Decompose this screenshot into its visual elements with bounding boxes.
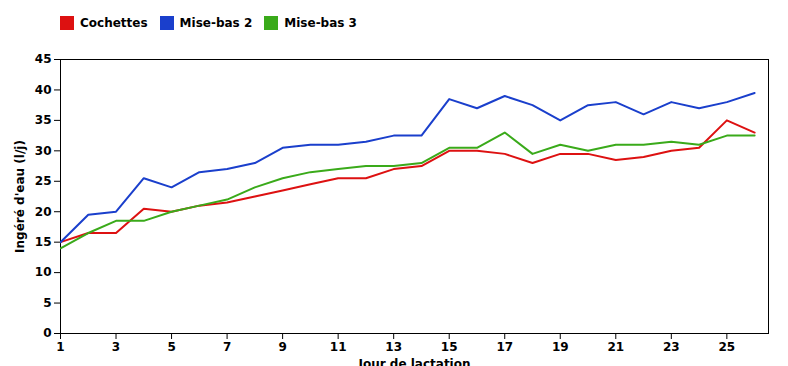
svg-text:21: 21 [607, 340, 624, 354]
svg-text:5: 5 [43, 296, 51, 310]
svg-text:30: 30 [35, 144, 52, 158]
html-text:Mise-bas 2: Mise-bas 2 [179, 15, 253, 30]
svg-text:9: 9 [278, 340, 286, 354]
svg-text:20: 20 [35, 205, 52, 219]
svg-text:5: 5 [167, 340, 175, 354]
html-text:Cochettes: Cochettes [80, 15, 148, 30]
svg-text:Ingéré d'eau (l/j): Ingéré d'eau (l/j) [13, 140, 27, 253]
svg-text:15: 15 [441, 340, 458, 354]
svg-text:40: 40 [35, 83, 52, 97]
svg-text:1: 1 [56, 340, 64, 354]
svg-text:25: 25 [35, 174, 52, 188]
svg-text:10: 10 [35, 265, 52, 279]
svg-text:19: 19 [552, 340, 569, 354]
svg-text:7: 7 [223, 340, 231, 354]
svg-text:25: 25 [719, 340, 736, 354]
svg-text:11: 11 [330, 340, 347, 354]
svg-text:23: 23 [663, 340, 680, 354]
svg-text:35: 35 [35, 113, 52, 127]
svg-text:15: 15 [35, 235, 52, 249]
svg-text:17: 17 [496, 340, 513, 354]
html-text:Mise-bas 3: Mise-bas 3 [284, 15, 357, 30]
svg-text:0: 0 [43, 326, 51, 340]
svg-text:Jour de lactation: Jour de lactation [357, 357, 470, 366]
svg-text:45: 45 [35, 52, 52, 66]
svg-text:13: 13 [385, 340, 402, 354]
svg-text:3: 3 [112, 340, 120, 354]
